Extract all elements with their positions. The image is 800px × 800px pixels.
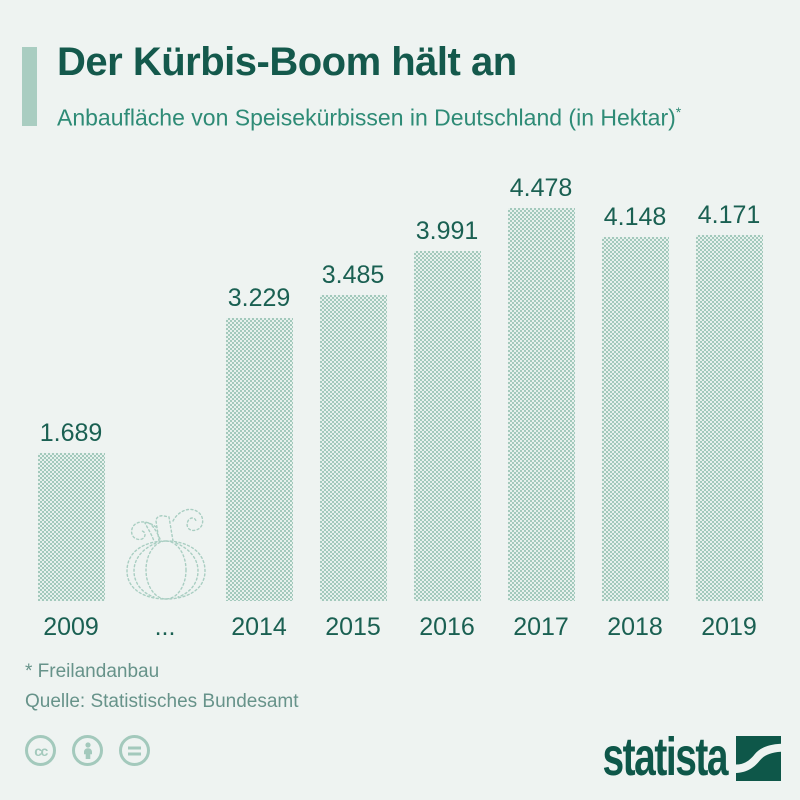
no-derivatives-equals-icon <box>119 735 150 766</box>
bar-value-label-2019: 4.171 <box>697 201 761 229</box>
bar-2009 <box>37 453 105 601</box>
chart-column-2019: 4.171 <box>682 201 776 601</box>
cc-icon-label: cc <box>34 742 48 759</box>
x-axis-label-2019: 2019 <box>701 613 757 641</box>
statista-logo-icon <box>736 736 781 781</box>
footnote-marker: * <box>675 104 682 120</box>
footnote-line: * Freilandanbau <box>25 661 160 682</box>
x-axis-label-2014: 2014 <box>231 613 287 641</box>
chart-column-gap <box>118 501 212 601</box>
bar-2014 <box>225 318 293 601</box>
chart-column-2015: 3.485 <box>306 261 400 601</box>
source-line: Quelle: Statistisches Bundesamt <box>25 691 299 712</box>
subtitle-text: Anbaufläche von Speisekürbissen in Deuts… <box>57 104 676 131</box>
x-axis-label-gap: ... <box>154 613 176 641</box>
x-axis-label-2009: 2009 <box>43 613 99 641</box>
chart-column-2009: 1.689 <box>24 419 118 601</box>
x-axis-label-2015: 2015 <box>325 613 381 641</box>
x-axis: 2009... 2014 2015 2016 2017 2018 2019 <box>24 601 776 642</box>
statista-wordmark: statista <box>602 727 728 787</box>
chart-column-2018: 4.148 <box>588 203 682 601</box>
equals-glyph <box>128 746 141 755</box>
pumpkin-icon <box>125 508 206 600</box>
title-accent-bar <box>22 47 37 126</box>
bar-2015 <box>319 295 387 601</box>
chart-column-2016: 3.991 <box>400 217 494 601</box>
bar-value-label-2014: 3.229 <box>227 284 291 312</box>
bar-chart: 1.689 3.229 3.485 3.991 4.478 4.148 4.171 <box>24 160 776 601</box>
bar-2016 <box>413 251 481 601</box>
statista-brand: statista <box>554 727 781 787</box>
footnotes: * Freilandanbau Quelle: Statistisches Bu… <box>25 657 299 717</box>
bar-2017 <box>507 208 575 601</box>
attribution-person-icon <box>72 735 103 766</box>
bar-value-label-2017: 4.478 <box>509 174 573 202</box>
bar-2019 <box>695 235 763 601</box>
x-axis-label-2017: 2017 <box>513 613 569 641</box>
bar-value-label-2018: 4.148 <box>603 203 667 231</box>
bar-value-label-2009: 1.689 <box>39 419 103 447</box>
creative-commons-icon: cc <box>25 735 56 766</box>
bar-value-label-2015: 3.485 <box>321 261 385 289</box>
person-glyph <box>83 741 92 759</box>
x-axis-label-2018: 2018 <box>607 613 663 641</box>
page-subtitle: Anbaufläche von Speisekürbissen in Deuts… <box>57 104 681 132</box>
bar-2018 <box>601 237 669 601</box>
x-axis-label-2016: 2016 <box>419 613 475 641</box>
chart-column-2017: 4.478 <box>494 174 588 601</box>
page-title: Der Kürbis-Boom hält an <box>57 40 517 84</box>
bar-value-label-2016: 3.991 <box>415 217 479 245</box>
license-icons: cc <box>25 735 150 766</box>
chart-column-2014: 3.229 <box>212 284 306 601</box>
